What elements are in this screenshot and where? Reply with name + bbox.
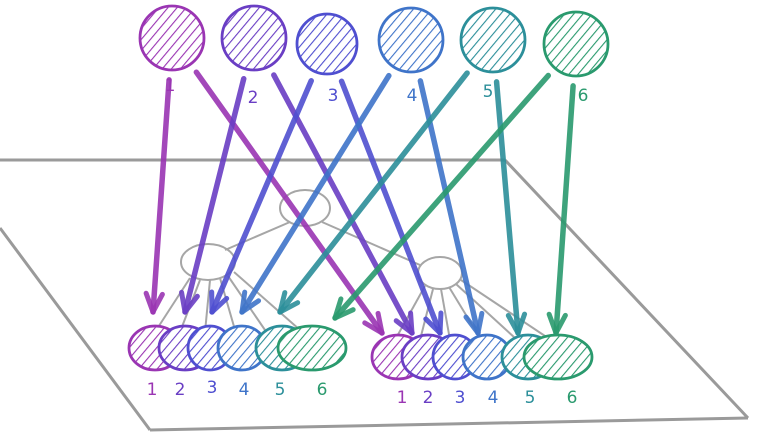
bottom-node-label: 2 (422, 388, 434, 408)
bottom-node-2-6 (522, 333, 594, 381)
top-node-label: 3 (327, 86, 339, 106)
bottom-node-label: 1 (396, 388, 408, 408)
bottom-node-label: 5 (524, 388, 536, 408)
top-node-label: 5 (482, 82, 494, 102)
top-node-5 (459, 6, 527, 74)
arrow-2-to-group-1 (179, 75, 247, 315)
bottom-node-label: 5 (274, 380, 286, 400)
top-node-1 (138, 4, 206, 72)
plane-tree (154, 189, 549, 341)
arrow-6-to-group-1 (332, 72, 552, 321)
arrow-4-to-group-1 (239, 72, 392, 315)
top-nodes (138, 4, 610, 78)
arrow-1-to-group-1 (143, 77, 172, 315)
arrow-3-to-group-1 (209, 78, 314, 315)
plane (0, 158, 750, 432)
bottom-node-1-6 (276, 324, 348, 372)
top-node-4 (377, 6, 445, 74)
bottom-node-label: 2 (174, 380, 186, 400)
bottom-node-label: 6 (316, 380, 328, 400)
top-node-label: 6 (577, 86, 589, 106)
top-node-3 (295, 12, 359, 76)
top-node-label: 1 (164, 76, 176, 96)
bottom-node-label: 3 (454, 388, 466, 408)
tree-right-node (417, 256, 463, 290)
arrow-1-to-group-2 (193, 69, 385, 336)
bottom-node-label: 4 (238, 380, 250, 400)
top-node-label: 2 (247, 88, 259, 108)
bottom-node-label: 3 (206, 378, 218, 398)
bottom-group-1 (127, 324, 348, 372)
arrow-6-to-group-2 (546, 83, 576, 336)
bottom-node-label: 6 (566, 388, 578, 408)
bottom-node-label: 4 (487, 388, 499, 408)
bottom-group-2 (370, 333, 594, 381)
top-node-2 (220, 4, 288, 72)
top-node-label: 4 (406, 86, 418, 106)
arrows (143, 69, 576, 336)
top-node-6 (542, 10, 610, 78)
bottom-node-groups (127, 324, 594, 381)
bottom-node-label: 1 (146, 380, 158, 400)
arrow-5-to-group-2 (493, 79, 528, 336)
arrow-5-to-group-1 (277, 70, 470, 315)
